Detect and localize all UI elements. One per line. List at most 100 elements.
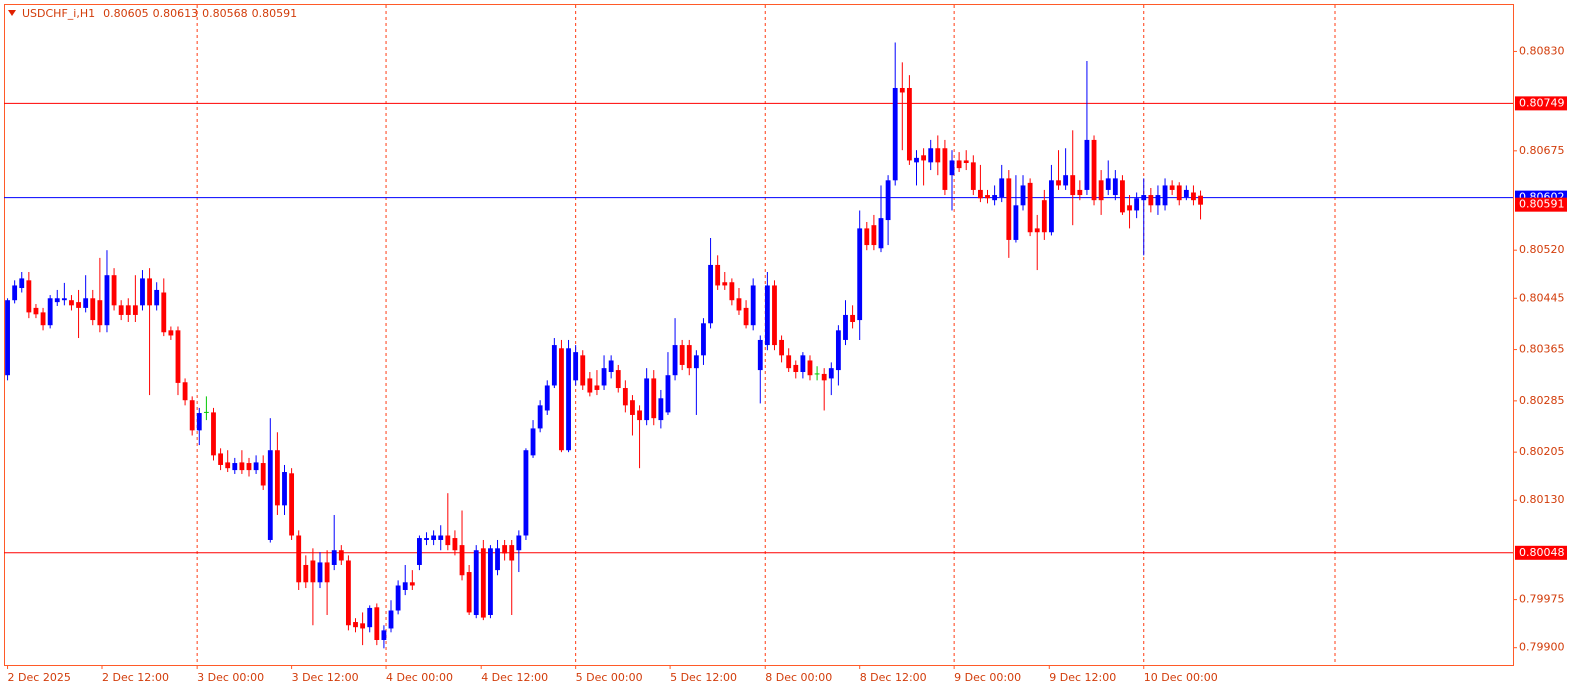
candle-body (537, 405, 543, 429)
candle-body (736, 298, 742, 311)
candle-body (580, 355, 586, 386)
candle-body (963, 160, 969, 163)
price-tag-label: 0.80048 (1519, 546, 1565, 559)
candle-body (431, 535, 437, 540)
candle-body (125, 305, 131, 315)
candle-body (274, 450, 280, 506)
candle-body (452, 538, 458, 551)
candle-body (1198, 195, 1203, 205)
candle-body (899, 87, 905, 93)
x-tick-label: 8 Dec 00:00 (765, 671, 832, 684)
plot-border (4, 4, 1514, 666)
candle-body (331, 550, 337, 565)
header-high: 0.80613 (153, 7, 199, 20)
candle-body (26, 280, 32, 313)
candle-body (970, 162, 976, 190)
candle-body (793, 364, 799, 373)
candle-body (267, 450, 273, 540)
current-price-label: 0.80591 (1519, 198, 1565, 211)
candle-body (906, 87, 912, 161)
candle-body (601, 368, 607, 386)
x-tick-label: 2 Dec 2025 (8, 671, 71, 684)
candle-body (424, 538, 429, 540)
candle-body (679, 345, 685, 365)
candle-body (282, 472, 287, 506)
candle-body (1091, 139, 1097, 201)
candle-body (374, 607, 380, 640)
candle-body (701, 323, 706, 356)
candle-body (502, 545, 508, 554)
candle-body (885, 180, 891, 221)
candle-body (1169, 185, 1175, 190)
candle-body (1056, 180, 1061, 186)
candle-body (246, 463, 252, 471)
candle-body (360, 623, 366, 629)
candle-body (182, 382, 188, 401)
candle-body (544, 385, 550, 411)
candle-body (1191, 192, 1196, 201)
candle-body (324, 562, 330, 583)
candle-body (871, 225, 877, 246)
candle-body (1063, 175, 1069, 186)
candle-body (1112, 178, 1118, 196)
candle-body (345, 560, 351, 626)
candle-body (168, 330, 174, 336)
candle-body (232, 463, 238, 471)
candle-body (1006, 178, 1012, 240)
candle-body (892, 87, 898, 181)
candle-body (672, 345, 678, 376)
candle-body (1176, 185, 1182, 201)
candle-body (211, 412, 216, 456)
candle-body (757, 339, 763, 371)
candle-body (722, 282, 728, 286)
candle-body (1098, 180, 1104, 201)
candle-body (821, 373, 827, 381)
candle-body (317, 562, 323, 583)
header-low: 0.80568 (202, 7, 248, 20)
candle-body (466, 572, 472, 613)
chart-header: USDCHF_i,H1 0.80605 0.80613 0.80568 0.80591 (22, 7, 297, 20)
candle-body (864, 228, 870, 246)
x-tick-label: 4 Dec 12:00 (481, 671, 548, 684)
candle-body (132, 305, 138, 315)
candle-body (83, 298, 89, 308)
y-tick-label: 0.79975 (1519, 593, 1565, 606)
candle-body (1034, 228, 1040, 233)
candle-body (1127, 205, 1132, 211)
candle-body (708, 264, 713, 324)
candle-body (459, 545, 465, 576)
candle-body (1155, 195, 1161, 206)
candle-body (1077, 189, 1083, 196)
price-tag (1515, 96, 1567, 111)
candle-body (800, 355, 806, 373)
candle-body (843, 314, 848, 340)
candle-body (928, 148, 934, 163)
candle-body (935, 148, 941, 163)
candle-body (402, 582, 408, 590)
candle-body (999, 178, 1005, 197)
candle-body (1148, 195, 1154, 206)
candle-body (1105, 178, 1111, 190)
candle-body (76, 302, 81, 308)
candle-body (608, 360, 614, 373)
y-tick-label: 0.80285 (1519, 394, 1565, 407)
candle-body (97, 300, 103, 326)
candle-body (438, 535, 444, 540)
candle-body (61, 298, 67, 301)
candle-body (33, 307, 39, 315)
y-tick-label: 0.79900 (1519, 641, 1565, 654)
candle-body (189, 400, 195, 431)
candle-body (140, 278, 145, 306)
candle-body (523, 450, 529, 536)
candle-body (445, 535, 451, 546)
y-tick-label: 0.80830 (1519, 44, 1565, 57)
x-tick-label: 8 Dec 12:00 (860, 671, 927, 684)
collapse-icon[interactable] (8, 10, 16, 16)
x-tick-label: 9 Dec 12:00 (1049, 671, 1116, 684)
candle-body (473, 550, 479, 615)
candle-body (495, 548, 500, 571)
candle-body (367, 607, 373, 628)
candle-body (289, 473, 295, 536)
candle-body (218, 453, 224, 465)
current-price-tag (1515, 197, 1567, 212)
